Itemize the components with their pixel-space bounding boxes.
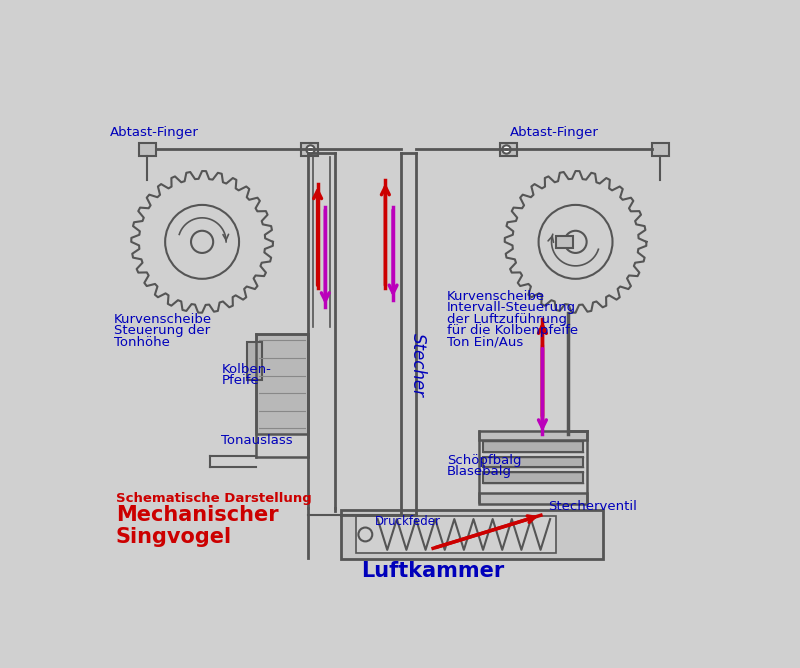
Bar: [652, 144, 669, 156]
Text: Mechanischer: Mechanischer: [116, 504, 278, 524]
Bar: [483, 457, 583, 468]
Bar: [356, 516, 556, 553]
Text: Steuerung der: Steuerung der: [114, 324, 210, 337]
Text: Druckfeder: Druckfeder: [375, 515, 442, 528]
Bar: [301, 144, 318, 156]
Bar: [483, 442, 583, 452]
Bar: [479, 493, 587, 504]
Bar: [479, 430, 587, 440]
Text: Tonauslass: Tonauslass: [222, 434, 293, 447]
Text: Kurvenscheibe: Kurvenscheibe: [447, 290, 545, 303]
Text: Schematische Darstellung: Schematische Darstellung: [116, 492, 312, 505]
Bar: [500, 144, 517, 156]
Bar: [341, 510, 602, 559]
Text: Abtast-Finger: Abtast-Finger: [110, 126, 198, 138]
Text: Schöpfbalg: Schöpfbalg: [447, 454, 522, 467]
Text: Kolben-: Kolben-: [222, 363, 271, 376]
Text: Stecher: Stecher: [409, 333, 426, 397]
Text: Luftkammer: Luftkammer: [362, 561, 505, 580]
Text: Stecherventil: Stecherventil: [549, 500, 638, 513]
Bar: [256, 334, 308, 434]
Bar: [139, 144, 156, 156]
Bar: [556, 236, 574, 248]
Text: Blasebalg: Blasebalg: [447, 465, 512, 478]
Text: Ton Ein/Aus: Ton Ein/Aus: [447, 336, 523, 349]
Text: Pfeife: Pfeife: [222, 374, 259, 387]
Text: für die Kolbenpfeife: für die Kolbenpfeife: [447, 324, 578, 337]
Text: Intervall-Steuerung: Intervall-Steuerung: [447, 301, 576, 314]
Text: Abtast-Finger: Abtast-Finger: [510, 126, 599, 138]
Bar: [246, 342, 262, 381]
Text: Kurvenscheibe: Kurvenscheibe: [114, 313, 212, 326]
Bar: [483, 472, 583, 483]
Text: der Luftzuführung: der Luftzuführung: [447, 313, 567, 326]
Circle shape: [358, 528, 372, 541]
Text: Tonhöhe: Tonhöhe: [114, 336, 170, 349]
Text: Singvogel: Singvogel: [116, 527, 232, 547]
